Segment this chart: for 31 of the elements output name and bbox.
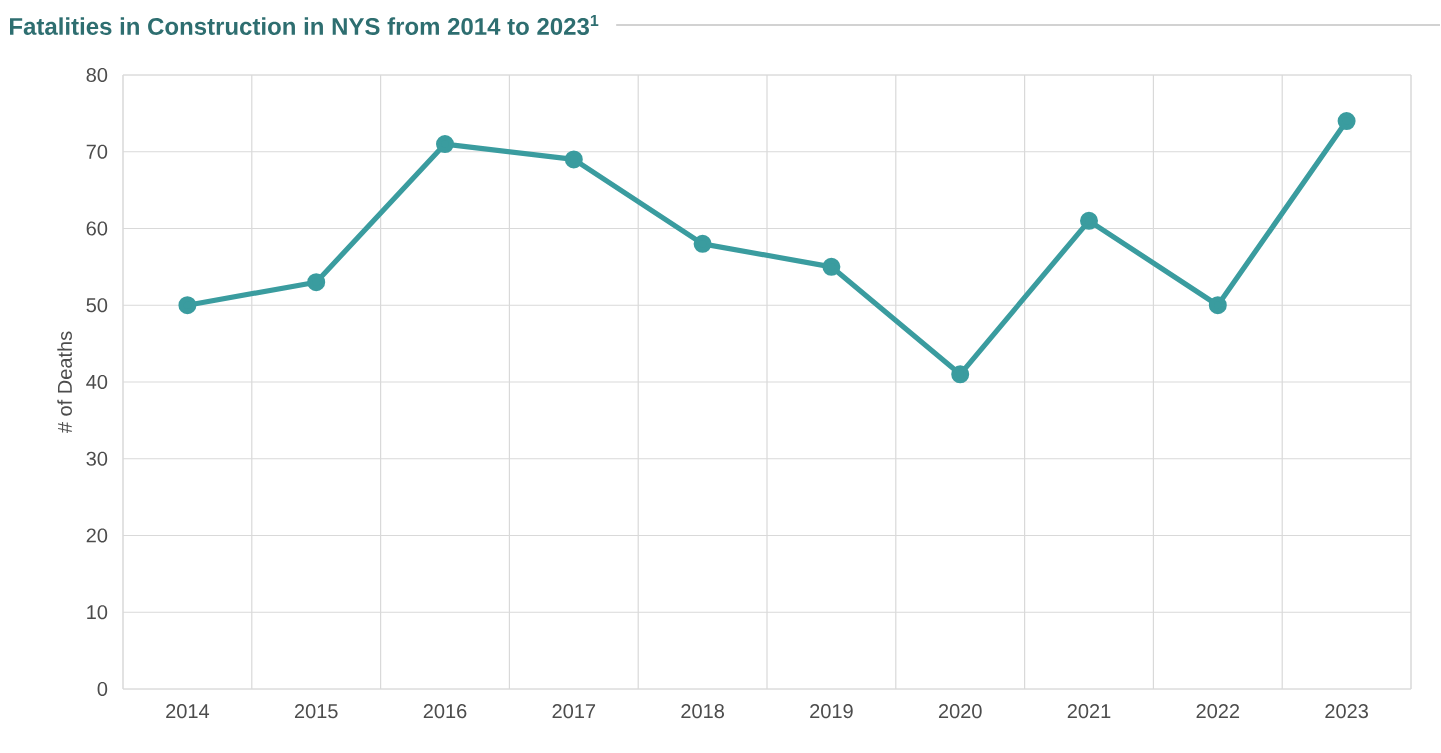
point	[1337, 112, 1356, 131]
y-tick-label: 40	[86, 374, 108, 390]
x-tick-label: 2018	[681, 704, 724, 719]
point	[564, 150, 583, 169]
x-tick-label: 2022	[1196, 704, 1240, 719]
y-tick-label: 60	[86, 221, 108, 236]
point	[822, 257, 841, 276]
y-axis-title: # of Deaths	[57, 331, 72, 434]
y-tick-label: 50	[86, 298, 108, 313]
y-tick-label: 0	[97, 681, 108, 697]
y-tick-label: 10	[87, 605, 108, 620]
y-tick-label: 20	[86, 528, 108, 543]
x-tick-label: 2015	[294, 704, 338, 719]
point	[951, 365, 970, 384]
chart-title: Fatalities in Construction in NYS from 2014 to 2023$^{1}$	[10, 14, 599, 35]
x-tick-label: 2014	[166, 704, 210, 719]
point	[1208, 296, 1227, 315]
point	[307, 273, 326, 292]
point	[693, 234, 712, 253]
y-tick-label: 70	[86, 144, 108, 159]
point	[1080, 211, 1098, 230]
point	[178, 296, 197, 315]
x-tick-label: 2017	[552, 704, 596, 719]
x-tick-label: 2019	[810, 704, 853, 719]
point	[436, 135, 455, 154]
y-tick-label: 80	[86, 67, 108, 83]
x-tick-label: 2021	[1067, 704, 1111, 719]
y-tick-label: 30	[86, 451, 108, 466]
x-tick-label: 2020	[938, 704, 982, 719]
x-tick-label: 2023	[1325, 704, 1368, 719]
x-tick-label: 2016	[423, 704, 467, 719]
